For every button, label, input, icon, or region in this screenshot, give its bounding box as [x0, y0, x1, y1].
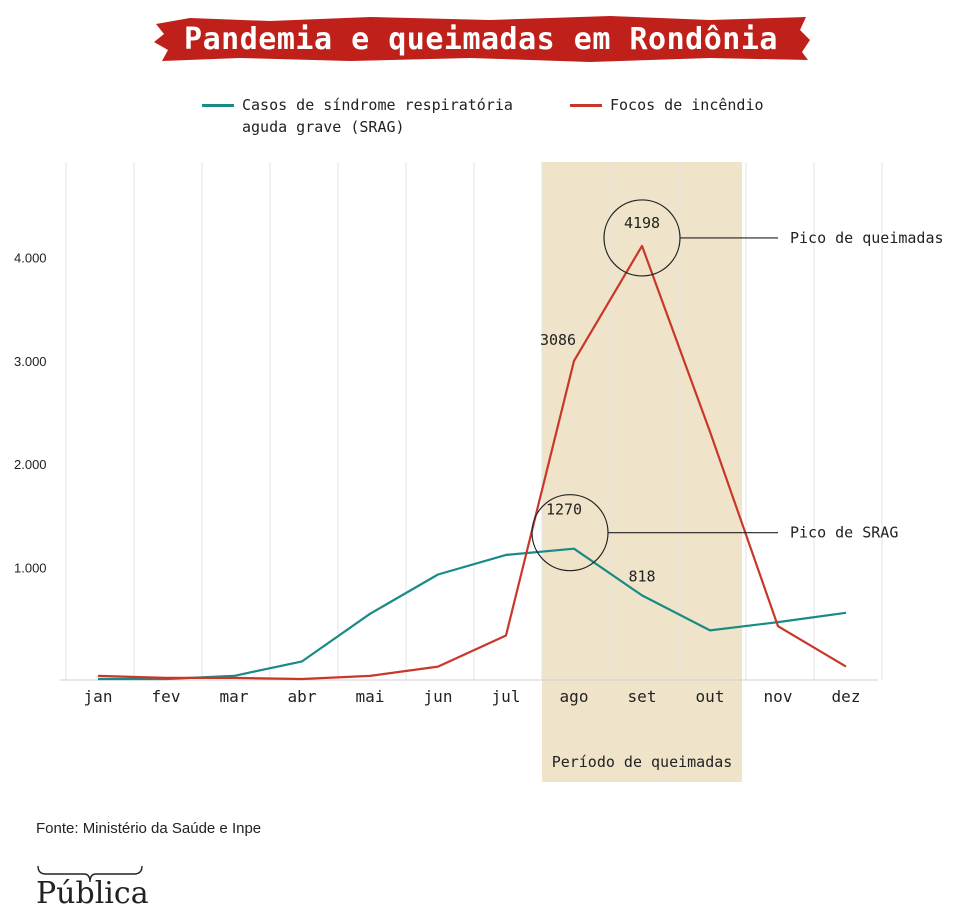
line-chart: Período de queimadas 1.000 2.000 3.000 4.00… — [14, 162, 944, 782]
x-tick-label: mai — [356, 687, 385, 706]
x-tick-label: jun — [424, 687, 453, 706]
publica-logo: Pública — [36, 876, 149, 911]
brush-stroke — [154, 16, 810, 62]
x-tick-label: jul — [492, 687, 521, 706]
source-note: Fonte: Ministério da Saúde e Inpe — [36, 820, 262, 837]
x-tick-label: abr — [288, 687, 317, 706]
x-tick-label: fev — [152, 687, 181, 706]
legend-swatch-fire — [570, 104, 602, 107]
title-banner — [154, 16, 810, 62]
fire-peak-value: 4198 — [624, 214, 660, 232]
y-tick-label: 1.000 — [14, 561, 47, 576]
legend-label-fire: Focos de incêndio — [610, 96, 764, 114]
x-tick-label: jan — [84, 687, 113, 706]
legend-swatch-srag — [202, 104, 234, 107]
series-line-fire — [97, 244, 847, 681]
fire-peak-label: Pico de queimadas — [790, 229, 944, 247]
logo-brace — [37, 865, 143, 883]
y-tick-label: 3.000 — [14, 354, 47, 369]
x-tick-label: dez — [832, 687, 861, 706]
x-tick-label: ago — [560, 687, 589, 706]
srag-peak-label: Pico de SRAG — [790, 524, 898, 542]
highlight-band — [542, 162, 742, 782]
x-tick-label: out — [696, 687, 725, 706]
x-tick-label: set — [628, 687, 657, 706]
srag-peak-value: 1270 — [546, 501, 582, 519]
y-tick-label: 2.000 — [14, 457, 47, 472]
highlight-label: Período de queimadas — [552, 753, 733, 771]
x-tick-label: nov — [764, 687, 793, 706]
legend-label-srag: Casos de síndrome respiratória aguda gra… — [242, 96, 513, 136]
y-tick-label: 4.000 — [14, 250, 47, 265]
chart-title: Pandemia e queimadas em Rondônia — [184, 21, 778, 57]
series-line-srag — [98, 547, 847, 681]
x-tick-label: mar — [220, 687, 249, 706]
sep-srag-value: 818 — [628, 567, 655, 585]
aug-fire-value: 3086 — [540, 331, 576, 349]
